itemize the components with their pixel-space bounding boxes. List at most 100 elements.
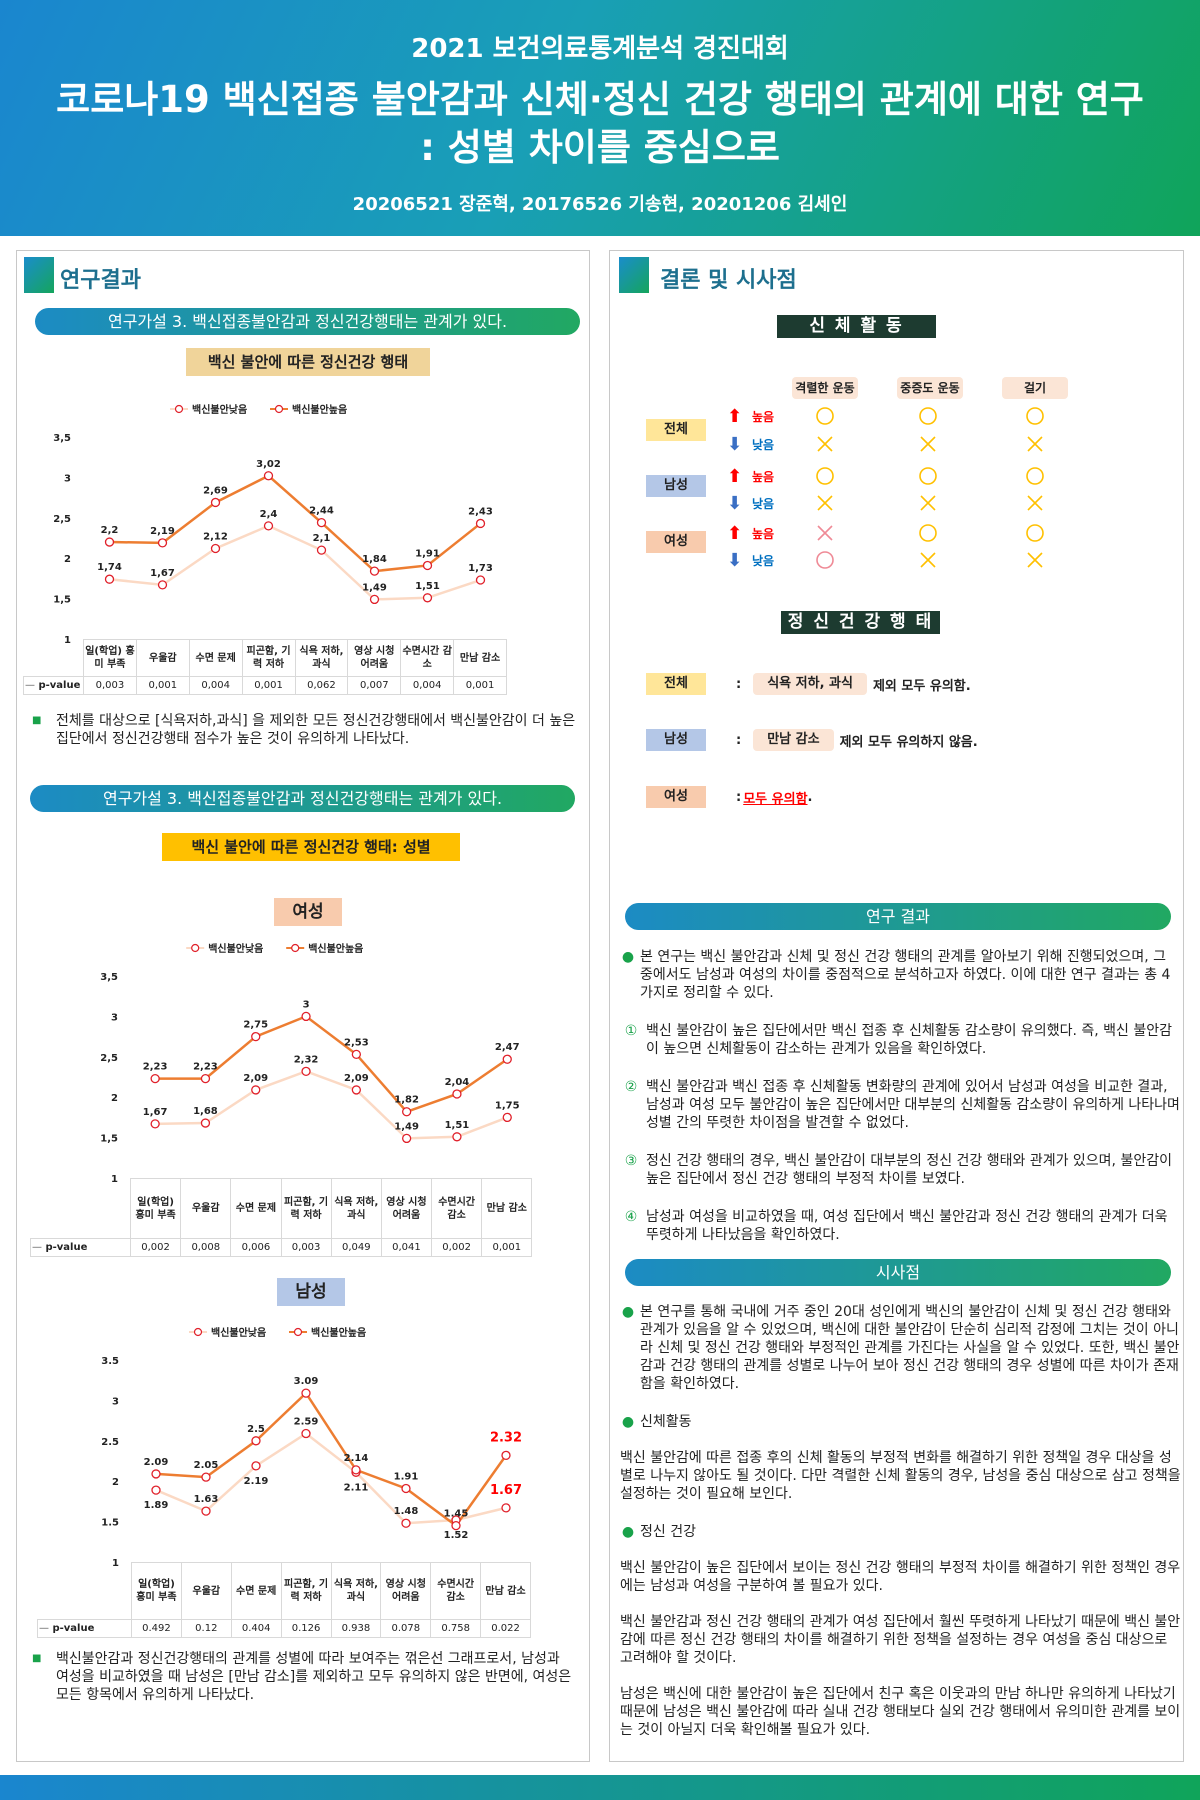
p-value-table: 일(학업) 흥미 부족 우울감 수면 문제 피곤함, 기력 저하 식욕 저하, 과식 영상… (37, 1562, 531, 1638)
up-arrow-icon: ⬆ (727, 523, 743, 544)
cross-icon (815, 493, 835, 513)
result-item: ② 백신 불안감과 백신 접종 후 신체활동 변화량의 관계에 있어서 남성과 여… (616, 1078, 1181, 1132)
p-value-row-label: — p-value (23, 676, 84, 695)
column-header: 중증도 운동 (897, 377, 963, 399)
y-tick-label: 3,5 (53, 433, 71, 444)
mental-text-2: 백신 불안감과 정신 건강 행태의 관계가 여성 집단에서 훨씬 뚜렷하게 나타… (620, 1614, 1181, 1666)
cross-icon (918, 434, 938, 454)
category-label: 식욕 저하, 과식 (330, 1562, 382, 1620)
p-value: 0.938 (330, 1619, 382, 1638)
data-label: 3 (303, 999, 310, 1010)
p-value-table: 일(학업) 흥미 부족 우울감 수면 문제 피곤함, 기력 저하 식욕 저하, 과식 영상… (23, 639, 507, 695)
legend-line-icon: — (39, 1623, 49, 1634)
bullet-icon: ● (621, 1524, 635, 1540)
mental-row: : 모두 유의함. (736, 786, 812, 808)
group-label: 전체 (646, 673, 706, 695)
p-value: 0.12 (180, 1619, 232, 1638)
legend-marker (193, 1327, 203, 1337)
level-label: 높음 (752, 470, 775, 484)
data-point (104, 574, 115, 584)
data-label: 1,73 (468, 563, 493, 574)
data-point (150, 1073, 160, 1084)
section-square-icon (24, 257, 54, 293)
data-point (401, 1133, 412, 1144)
cross-icon (918, 550, 938, 570)
result-text: 백신 불안감과 백신 접종 후 신체활동 변화량의 관계에 있어서 남성과 여성… (646, 1079, 1180, 1131)
colon: : (736, 789, 742, 805)
data-point (151, 1469, 161, 1479)
category-label: 수면시간 감소 (431, 1178, 483, 1239)
category-label: 만남 감소 (453, 639, 507, 677)
data-label: 1.52 (444, 1530, 469, 1541)
legend-label: 백신불안낮음 (211, 1326, 266, 1339)
legend-line-icon: — (32, 1242, 42, 1253)
p-value: 0,002 (431, 1238, 483, 1257)
data-point (475, 518, 486, 529)
mental-health-title: 정 신 건 강 행 태 (781, 611, 940, 634)
physical-heading: ● 신체활동 (616, 1413, 1183, 1431)
p-value-row-label: — p-value (30, 1238, 131, 1257)
circle-icon (815, 466, 835, 486)
category-label: 피곤함, 기력 저하 (241, 639, 296, 677)
data-point (263, 521, 274, 531)
data-label: 2,53 (344, 1037, 369, 1048)
series-line-high (155, 1391, 508, 1528)
emphasis-text: 모두 유의함 (743, 791, 808, 807)
section-title-conclusion: 결론 및 시사점 (660, 268, 797, 293)
poster-header: 2021 보건의료통계분석 경진대회 코로나19 백신접종 불안감과 신체·정신… (0, 0, 1200, 236)
p-value: 0,062 (294, 676, 349, 695)
data-label: 1,84 (362, 554, 387, 565)
data-label: 1,75 (495, 1100, 520, 1111)
data-point (316, 517, 327, 528)
data-point (200, 1118, 211, 1128)
y-tick-label: 2 (64, 554, 71, 565)
mental-text-3: 남성은 백신에 대한 불안감이 높은 집단에서 친구 혹은 이웃과의 만남 하나… (620, 1686, 1181, 1738)
implications-list: ● 본 연구를 통해 국내에 거주 중인 20대 성인에게 백신의 불안감이 신… (616, 1303, 1183, 1739)
category-label: 수면 문제 (230, 1562, 282, 1620)
category-label: 수면 문제 (230, 1178, 282, 1239)
result-number: ③ (624, 1153, 638, 1169)
group-label: 여성 (646, 786, 706, 808)
bullet-icon: ● (621, 1304, 635, 1320)
circle-icon (918, 406, 938, 426)
implications-banner: 시사점 (625, 1259, 1171, 1286)
data-point (452, 1132, 462, 1142)
data-label: 1,51 (415, 581, 440, 592)
data-point (401, 1483, 411, 1494)
data-label: 3.09 (294, 1376, 319, 1387)
data-point (263, 471, 274, 481)
data-point (502, 1054, 512, 1064)
data-label: 2,43 (468, 506, 493, 517)
data-label: 2,47 (495, 1042, 520, 1053)
group-label: 남성 (646, 475, 706, 497)
result-text: 남성과 여성을 비교하였을 때, 여성 집단에서 백신 불안감과 정신 건강 행… (646, 1209, 1168, 1243)
p-value: 0,001 (241, 676, 296, 695)
p-value: 0.126 (280, 1619, 332, 1638)
data-point (422, 560, 433, 571)
results-list: ● 본 연구는 백신 불안감과 신체 및 정신 건강 행태의 관계를 알아보기 … (616, 948, 1181, 1244)
data-point (210, 497, 221, 508)
data-point (201, 1472, 211, 1482)
data-point (104, 537, 115, 547)
category-label: 수면시간 감소 (400, 639, 455, 677)
p-value-label: p-value (38, 680, 81, 691)
exception-chip: 식욕 저하, 과식 (753, 673, 867, 695)
category-label: 일(학업) 흥미 부족 (83, 639, 137, 677)
level-label: 낮음 (752, 554, 775, 568)
data-point (451, 1520, 461, 1531)
male-label: 남성 (277, 1278, 345, 1306)
data-label: 1.63 (194, 1494, 219, 1505)
colon: : (736, 732, 742, 748)
circle-icon (918, 466, 938, 486)
group-label: 남성 (646, 729, 706, 751)
data-label: 2,04 (445, 1077, 470, 1088)
data-label: 2,2 (101, 525, 119, 536)
data-point (251, 1436, 261, 1446)
data-label: 1.45 (444, 1509, 469, 1520)
group-label: 전체 (646, 419, 706, 441)
blank-cell (37, 1562, 132, 1620)
circle-icon (918, 523, 938, 543)
result-text: 백신 불안감이 높은 집단에서만 백신 접종 후 신체활동 감소량이 유의했다.… (646, 1023, 1172, 1057)
